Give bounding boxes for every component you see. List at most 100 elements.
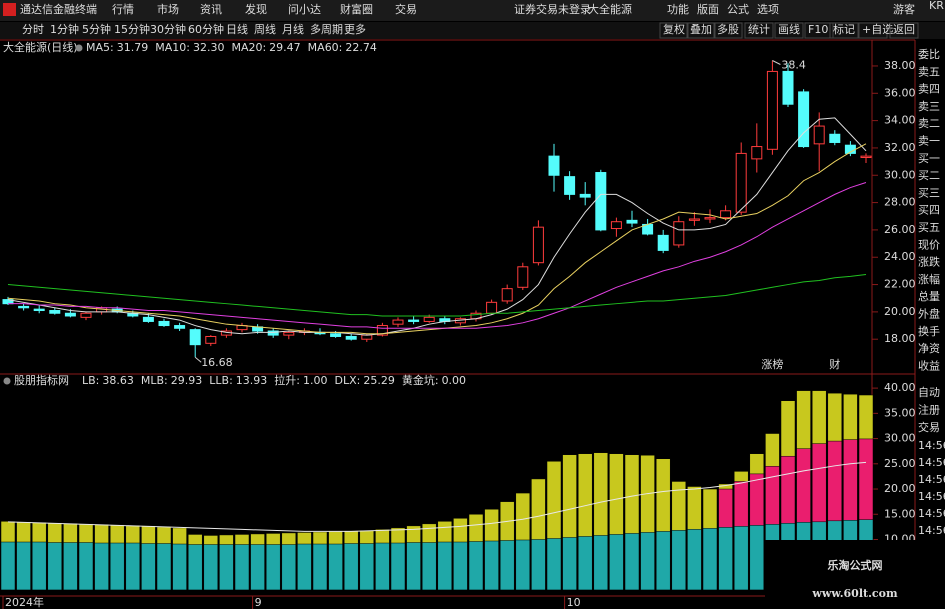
period-tab[interactable]: 多周期	[310, 22, 343, 36]
toolbar	[0, 22, 945, 39]
menu-item[interactable]: 发现	[245, 2, 267, 16]
period-tab[interactable]: 分时	[22, 23, 44, 36]
bar	[671, 530, 687, 591]
watermark-title: 乐淘公式网	[828, 558, 883, 572]
side-label: 买二	[918, 169, 940, 182]
annotation-line	[194, 356, 202, 363]
tool-button	[686, 22, 716, 39]
y-tick-label: 28.00	[884, 196, 916, 209]
menu-item[interactable]: 选项	[757, 3, 779, 16]
tool-button	[804, 22, 834, 39]
candle-body	[860, 155, 872, 158]
bar	[31, 541, 47, 591]
y-tick-label: 34.00	[884, 114, 916, 127]
event-label[interactable]: 财	[829, 357, 840, 371]
period-tab[interactable]: 日线	[226, 22, 248, 36]
menu-item[interactable]: 公式	[727, 3, 749, 16]
tool-button-label[interactable]: 画线	[778, 22, 800, 36]
menu-item[interactable]: 行情	[112, 3, 134, 16]
tool-button-label[interactable]: 叠加	[690, 23, 712, 36]
candle-body	[330, 333, 342, 337]
candle-body	[532, 226, 544, 264]
tool-button-label[interactable]: 返回	[893, 23, 915, 36]
period-tab[interactable]: 30分钟	[150, 22, 186, 36]
menu-item[interactable]: 交易	[395, 2, 417, 16]
bar	[125, 542, 141, 591]
period-tab[interactable]: 周线	[254, 22, 276, 36]
bar	[250, 544, 265, 591]
bar	[624, 533, 640, 591]
bar	[297, 543, 312, 591]
menu-item[interactable]: 问小达	[288, 3, 321, 16]
bar	[47, 542, 63, 591]
bar	[141, 543, 156, 591]
legend-value: 32.30	[193, 41, 225, 54]
legend-name: LLB:	[209, 374, 233, 387]
side-label: 买四	[918, 204, 940, 217]
y-tick-label: 35.00	[884, 406, 916, 419]
app-logo	[3, 3, 16, 16]
candle-body	[392, 319, 404, 325]
bar	[687, 529, 702, 591]
side-label: 收益	[918, 358, 940, 372]
tool-button-label[interactable]: 复权	[663, 22, 685, 36]
bar	[484, 540, 499, 591]
bar	[343, 543, 359, 591]
side-label: 卖四	[918, 83, 940, 96]
bar	[733, 526, 749, 591]
line	[7, 117, 867, 336]
event-label[interactable]: 涨榜	[761, 357, 783, 371]
login-notice: 证券交易未登录	[514, 2, 591, 16]
period-tab[interactable]: 5分钟	[82, 22, 111, 36]
menu-item[interactable]: 资讯	[200, 3, 222, 16]
user[interactable]: 游客	[893, 2, 915, 16]
y-tick-label: 15.00	[884, 507, 916, 520]
menu-item[interactable]: 市场	[157, 2, 179, 16]
menu-item[interactable]: 版面	[697, 2, 719, 16]
legend-value: 22.74	[345, 41, 377, 54]
period-tab[interactable]: 更多	[344, 22, 366, 36]
period-tab[interactable]: 60分钟	[188, 22, 224, 36]
y-tick-label: 18.00	[884, 332, 916, 345]
candle-body	[267, 330, 279, 336]
side-label: 现价	[918, 238, 940, 251]
period-tab[interactable]: 1分钟	[50, 22, 79, 36]
time-label: 14:56	[918, 439, 945, 452]
candle-body	[158, 320, 170, 327]
y-tick-label: 32.00	[884, 141, 916, 154]
bar	[375, 542, 390, 591]
candle-body	[579, 193, 591, 198]
settings-icon	[3, 377, 11, 385]
bar	[640, 532, 655, 591]
bar	[359, 543, 375, 591]
chart-title: 大全能源(日线)	[3, 40, 78, 54]
candle-body	[548, 155, 560, 176]
period-tab[interactable]: 15分钟	[114, 22, 150, 36]
tool-button-label[interactable]: 统计	[748, 23, 770, 36]
tool-button-label[interactable]: +自选	[862, 23, 893, 36]
candle-body	[813, 125, 825, 145]
menu-item[interactable]: 财富圈	[340, 2, 373, 16]
tool-button-label[interactable]: F10	[808, 23, 828, 36]
time-label: 14:56	[918, 456, 945, 469]
legend-name: MA60:	[308, 41, 343, 54]
period-tab[interactable]: 月线	[282, 22, 304, 36]
bar	[109, 542, 125, 591]
y-tick-label: 26.00	[884, 223, 916, 236]
y-tick-label: 30.00	[884, 168, 916, 181]
legend-name: MLB:	[141, 374, 168, 387]
candle-body	[798, 91, 810, 148]
candle-body	[517, 266, 529, 288]
x-tick-label: 10	[567, 596, 581, 609]
candle-body	[345, 335, 357, 340]
legend-value: 13.93	[236, 374, 268, 387]
bar	[203, 544, 219, 591]
tool-button-label[interactable]: 多股	[717, 22, 739, 36]
candle-body	[18, 305, 30, 309]
menu-item[interactable]: 功能	[667, 2, 689, 16]
tool-button-label[interactable]: 标记	[833, 22, 855, 36]
legend-name: 拉升:	[274, 373, 300, 387]
candle-body	[626, 219, 638, 224]
y-tick-label: 40.00	[884, 381, 916, 394]
